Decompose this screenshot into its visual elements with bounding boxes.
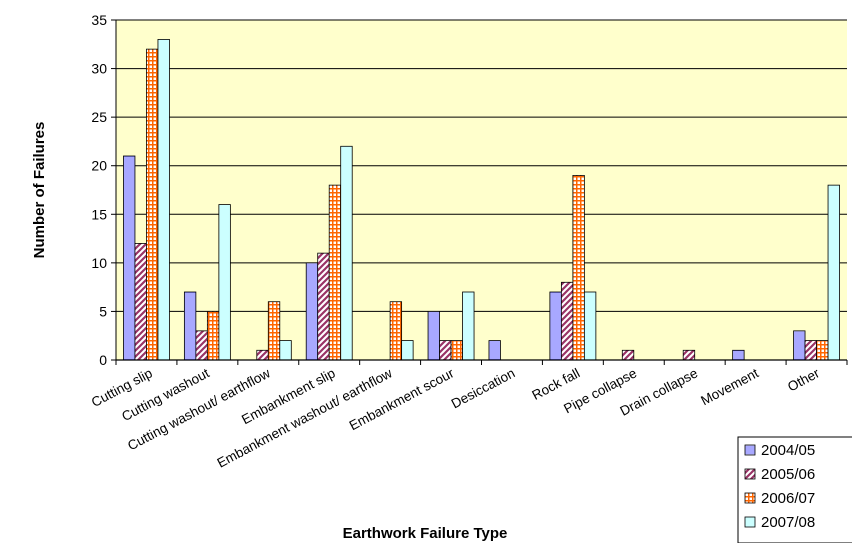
legend-label: 2007/08 [761,514,815,531]
bars [123,39,840,361]
bar-2007-08-5 [462,291,475,361]
legend-swatch-2006-07 [744,492,756,504]
y-tick-label: 15 [91,206,107,222]
x-tick-label: Desiccation [449,365,518,411]
bar-2005-06-9 [682,349,696,361]
bar-2005-06-3 [317,252,330,361]
bar-2004-05-5 [427,311,440,361]
bar-2004-05-0 [123,155,136,361]
bar-2005-06-7 [560,281,574,361]
bar-2004-05-7 [549,291,562,361]
y-tick-labels: 0 5 10 15 20 25 30 35 [91,12,107,368]
legend-swatch-2005-06 [744,468,756,480]
bar-2005-06-8 [621,349,635,361]
bar-2006-07-5 [450,340,463,361]
bar-2007-08-0 [157,39,170,361]
bar-2006-07-1 [206,311,220,361]
x-tick-label: Embankment scour [347,365,457,433]
bar-2006-07-4 [389,301,403,361]
x-axis-title: Earthwork Failure Type [343,525,508,542]
plot-area [116,20,847,360]
legend-swatch-2007-08 [744,516,756,528]
bar-2006-07-11 [816,340,829,361]
bar-2005-06-2 [256,349,269,361]
bar-2005-06-1 [195,330,208,361]
bar-2007-08-7 [583,291,597,361]
bar-2004-05-3 [305,262,319,361]
x-tick-label: Movement [698,365,761,408]
legend-swatch-2004-05 [744,444,756,456]
legend-box [737,436,852,543]
gridlines [116,19,847,312]
y-axis-title: Number of Failures [31,122,48,259]
y-tick-label: 25 [91,109,107,125]
x-tick-label: Other [785,365,822,394]
bar-2004-05-10 [732,349,745,361]
bar-2007-08-3 [340,145,353,361]
legend-label: 2005/06 [761,466,815,483]
bar-2007-08-11 [827,184,840,361]
legend: 2004/05 2005/06 2006/07 2007/08 [737,436,852,543]
y-tick-label: 5 [99,303,107,319]
legend-label: 2006/07 [761,490,815,507]
y-tick-label: 20 [91,158,107,174]
y-tick-label: 30 [91,61,107,77]
y-tick-label: 0 [99,352,107,368]
bar-2006-07-0 [146,48,159,361]
y-tick-label: 35 [91,12,107,28]
axes [111,19,848,365]
bar-2004-05-1 [183,291,197,361]
bar-2006-07-2 [267,301,281,361]
bar-2004-05-11 [793,330,806,361]
bar-2007-08-2 [279,340,292,361]
y-tick-label: 10 [91,255,107,271]
bar-2007-08-1 [218,204,231,361]
bar-2004-05-6 [488,340,501,361]
bar-2006-07-7 [572,175,585,361]
bar-2005-06-11 [804,340,817,361]
bar-2005-06-5 [439,340,452,361]
bar-2006-07-3 [328,184,342,361]
legend-label: 2004/05 [761,442,815,459]
bar-2005-06-0 [134,243,147,361]
bar-2007-08-4 [401,340,414,361]
